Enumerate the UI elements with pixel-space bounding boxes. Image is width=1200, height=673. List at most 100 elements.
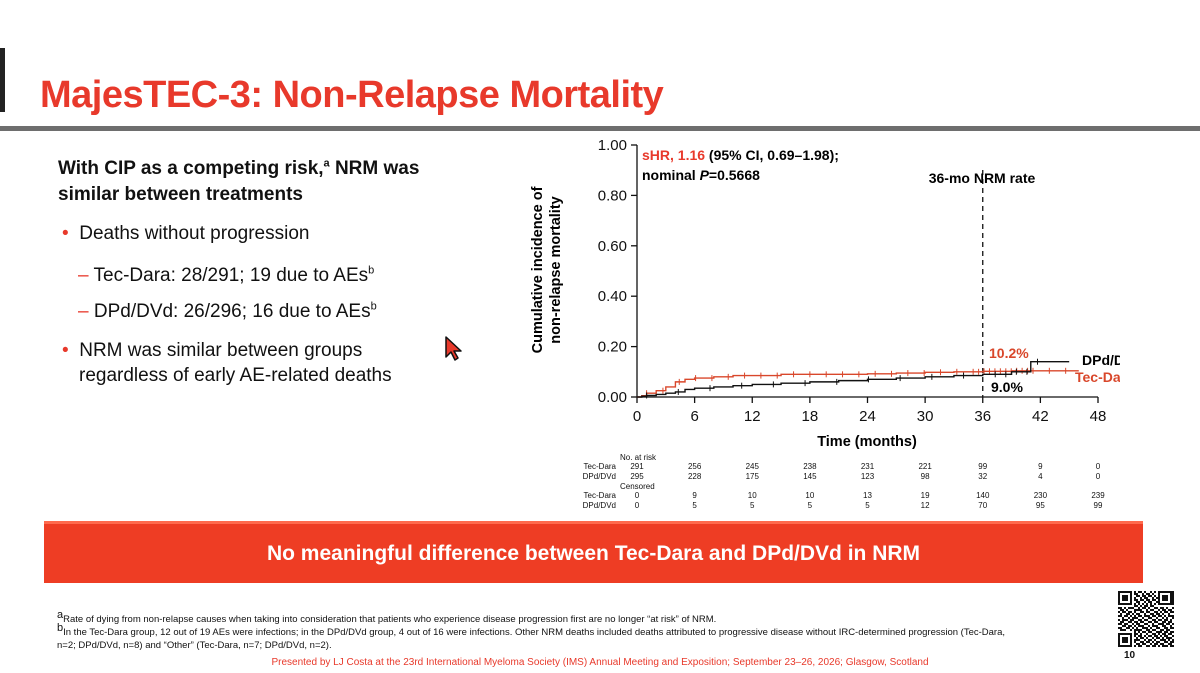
qr-module xyxy=(1156,601,1158,603)
qr-module xyxy=(1130,599,1132,601)
qr-module xyxy=(1168,591,1170,593)
qr-module xyxy=(1152,609,1154,611)
qr-module xyxy=(1154,645,1156,647)
qr-module xyxy=(1120,627,1122,629)
qr-module xyxy=(1118,623,1120,625)
qr-module xyxy=(1136,639,1138,641)
subbullet-dpd-dvd-sup: b xyxy=(370,300,377,313)
bullet-dot: • xyxy=(62,340,69,361)
bullet-deaths: • Deaths without progression xyxy=(62,221,309,246)
risk-cell: 230 xyxy=(1034,491,1048,500)
qr-module xyxy=(1126,633,1128,635)
qr-module xyxy=(1168,643,1170,645)
risk-cell: 0 xyxy=(1096,472,1101,481)
qr-module xyxy=(1166,641,1168,643)
qr-module xyxy=(1118,633,1120,635)
qr-module xyxy=(1130,619,1132,621)
qr-module xyxy=(1120,633,1122,635)
qr-module xyxy=(1162,645,1164,647)
qr-module xyxy=(1158,597,1160,599)
qr-module xyxy=(1138,645,1140,647)
qr-module xyxy=(1122,611,1124,613)
qr-module xyxy=(1172,607,1174,609)
qr-module xyxy=(1148,595,1150,597)
qr-module xyxy=(1166,627,1168,629)
qr-module xyxy=(1128,617,1130,619)
risk-cell: 239 xyxy=(1091,491,1105,500)
qr-module xyxy=(1142,599,1144,601)
curve-tec-dara xyxy=(637,370,1079,398)
qr-module xyxy=(1152,613,1154,615)
qr-module xyxy=(1140,637,1142,639)
footnote-b: bIn the Tec-Dara group, 12 out of 19 AEs… xyxy=(57,622,1109,652)
risk-header-censored: Censored xyxy=(620,482,655,491)
qr-module xyxy=(1148,593,1150,595)
qr-module xyxy=(1132,619,1134,621)
qr-module xyxy=(1136,599,1138,601)
subbullet-dpd-dvd: – DPd/DVd: 26/296; 16 due to AEsb xyxy=(78,299,377,324)
risk-cell: 5 xyxy=(865,501,870,510)
conclusion-banner-text: No meaningful difference between Tec-Dar… xyxy=(266,542,921,565)
qr-module xyxy=(1150,591,1152,593)
qr-module xyxy=(1164,625,1166,627)
qr-module xyxy=(1122,645,1124,647)
risk-cell: 0 xyxy=(635,491,640,500)
conclusion-banner: No meaningful difference between Tec-Dar… xyxy=(44,521,1143,583)
qr-module xyxy=(1152,605,1154,607)
qr-module xyxy=(1154,603,1156,605)
qr-module xyxy=(1140,625,1142,627)
qr-module xyxy=(1166,595,1168,597)
qr-module xyxy=(1170,641,1172,643)
risk-cell: 12 xyxy=(921,501,930,510)
qr-module xyxy=(1156,635,1158,637)
qr-module xyxy=(1168,623,1170,625)
qr-module xyxy=(1140,611,1142,613)
qr-module xyxy=(1138,631,1140,633)
qr-module xyxy=(1148,645,1150,647)
slide-title: MajesTEC-3: Non-Relapse Mortality xyxy=(40,74,664,116)
qr-module xyxy=(1162,613,1164,615)
qr-module xyxy=(1118,615,1120,617)
qr-module xyxy=(1134,599,1136,601)
qr-module xyxy=(1170,601,1172,603)
qr-module xyxy=(1150,643,1152,645)
qr-module xyxy=(1144,607,1146,609)
qr-module xyxy=(1172,623,1174,625)
qr-module xyxy=(1124,611,1126,613)
qr-code-icon[interactable] xyxy=(1118,591,1176,649)
qr-module xyxy=(1170,637,1172,639)
qr-module xyxy=(1150,639,1152,641)
qr-module xyxy=(1126,609,1128,611)
qr-module xyxy=(1134,611,1136,613)
qr-module xyxy=(1118,619,1120,621)
qr-module xyxy=(1168,639,1170,641)
footnote-a-text: Rate of dying from non-relapse causes wh… xyxy=(63,614,717,625)
qr-module xyxy=(1146,627,1148,629)
risk-row-label: Tec-Dara xyxy=(584,462,617,471)
qr-module xyxy=(1146,641,1148,643)
lead-text: With CIP as a competing risk, xyxy=(58,158,324,179)
qr-module xyxy=(1124,645,1126,647)
qr-module xyxy=(1142,643,1144,645)
qr-module xyxy=(1144,613,1146,615)
qr-module xyxy=(1148,641,1150,643)
qr-module xyxy=(1122,629,1124,631)
qr-module xyxy=(1138,601,1140,603)
slide-edge-bar xyxy=(0,48,5,112)
qr-module xyxy=(1146,599,1148,601)
qr-module xyxy=(1140,605,1142,607)
qr-module xyxy=(1140,615,1142,617)
qr-module xyxy=(1138,591,1140,593)
qr-module xyxy=(1126,595,1128,597)
risk-cell: 98 xyxy=(921,472,930,481)
qr-module xyxy=(1122,609,1124,611)
qr-module xyxy=(1130,603,1132,605)
qr-module xyxy=(1128,603,1130,605)
qr-module xyxy=(1150,609,1152,611)
qr-module xyxy=(1164,633,1166,635)
qr-module xyxy=(1164,591,1166,593)
qr-module xyxy=(1120,591,1122,593)
qr-module xyxy=(1170,611,1172,613)
qr-module xyxy=(1138,609,1140,611)
qr-module xyxy=(1158,601,1160,603)
